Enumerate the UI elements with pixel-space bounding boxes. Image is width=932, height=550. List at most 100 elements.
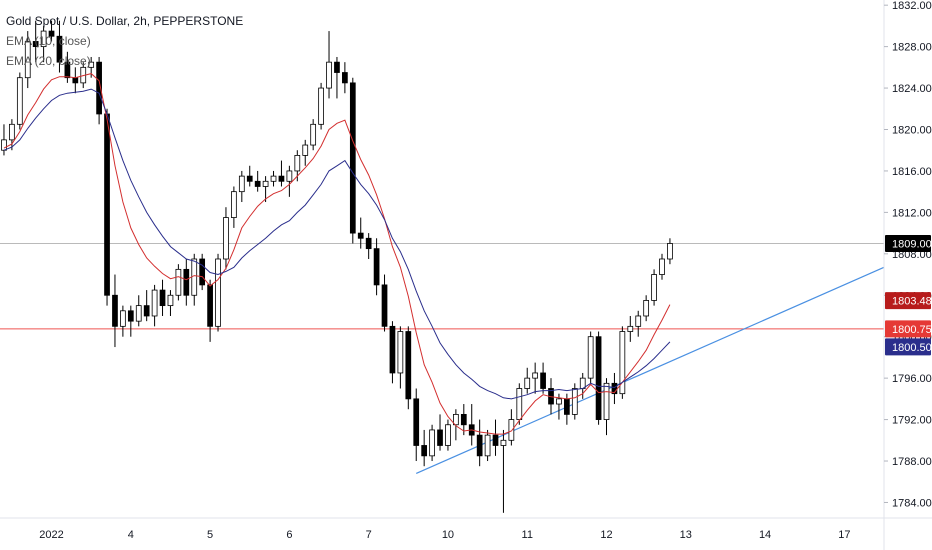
time-tick-label: 5 — [207, 529, 213, 541]
candle-body — [151, 289, 158, 317]
price-tag: 1800.50 — [885, 338, 932, 356]
price-tag-bg — [885, 292, 931, 310]
candle-body — [484, 434, 491, 457]
candle-body — [342, 72, 348, 84]
candle — [318, 82, 324, 130]
legend-title[interactable]: Gold Spot / U.S. Dollar, 2h, PEPPERSTONE — [6, 14, 244, 28]
candle-body — [294, 154, 301, 172]
candle-body — [40, 30, 47, 48]
time-tick-label: 12 — [600, 529, 612, 541]
candle-body — [270, 175, 277, 182]
candle-body — [56, 35, 63, 63]
candle-body — [405, 331, 412, 400]
candle-body — [389, 325, 396, 374]
time-tick-label: 13 — [680, 529, 692, 541]
candle — [365, 233, 372, 259]
candle — [310, 119, 317, 151]
candle — [492, 419, 499, 456]
candle — [437, 414, 443, 451]
candle-body — [437, 429, 443, 446]
candle — [484, 429, 491, 462]
candle-body — [231, 191, 237, 218]
candle-body — [199, 258, 206, 286]
candle-body — [564, 398, 570, 415]
candle — [32, 20, 39, 63]
candle-body — [508, 419, 515, 441]
candle — [215, 253, 221, 332]
price-tick-label: 1792.00 — [892, 415, 932, 427]
candle — [524, 367, 531, 394]
legend-ema-20[interactable]: EMA (20, close) — [6, 54, 91, 68]
candle-body — [643, 300, 650, 317]
price-tag-bg — [885, 320, 931, 338]
candle-body — [223, 217, 229, 260]
price-axis[interactable]: 1784.001788.001792.001796.001800.001804.… — [884, 0, 932, 509]
candle — [167, 290, 174, 316]
time-axis[interactable]: 2022 4 5 6 7 10 11 12 13 14 17 — [39, 529, 850, 541]
candle-body — [16, 77, 23, 125]
candle-body — [349, 82, 356, 234]
price-tick-label: 1784.00 — [892, 497, 932, 509]
time-tick-label: 10 — [442, 529, 454, 541]
price-tick-label: 1824.00 — [892, 83, 932, 95]
candle-body — [381, 284, 388, 327]
candle-body — [215, 258, 221, 327]
candle — [104, 108, 110, 306]
candle-body — [310, 123, 317, 146]
candle — [135, 295, 142, 327]
price-tag: 1809.00 — [885, 234, 932, 252]
candle — [334, 56, 340, 99]
candle-body — [24, 41, 31, 79]
horizontal-levels — [0, 243, 884, 330]
candle — [199, 253, 206, 291]
price-tag-label: 1800.50 — [892, 342, 932, 354]
candle-body — [127, 310, 134, 322]
candle-body — [167, 294, 174, 307]
candle-body — [659, 258, 665, 275]
candle — [223, 207, 229, 270]
legend-ema-10[interactable]: EMA (10, close) — [6, 34, 91, 48]
candle-body — [9, 123, 15, 141]
candle-body — [524, 377, 531, 389]
candle — [651, 269, 657, 306]
candle — [254, 170, 261, 192]
candle-body — [627, 325, 634, 332]
price-tags: 1809.00 1803.48 1800.75 1800.50 — [885, 234, 932, 356]
candle — [1, 124, 7, 156]
candle — [246, 165, 253, 187]
candle-body — [413, 398, 420, 446]
price-tag: 1800.75 — [885, 320, 932, 338]
candle-body — [48, 30, 55, 37]
ema-10-line — [3, 73, 671, 435]
candle — [9, 119, 15, 151]
candle-body — [540, 372, 546, 389]
candle — [611, 372, 618, 405]
candle — [238, 170, 245, 203]
candle-body — [429, 429, 435, 457]
price-tick-label: 1796.00 — [892, 373, 932, 385]
candle-body — [104, 113, 110, 296]
candle-body — [476, 434, 483, 457]
candle-body — [278, 175, 285, 182]
candle — [349, 77, 356, 244]
candle — [302, 139, 309, 166]
candle — [405, 326, 412, 410]
price-tick-label: 1816.00 — [892, 166, 932, 178]
time-tick-label: 17 — [838, 529, 850, 541]
candle-body — [183, 268, 190, 296]
candle — [120, 305, 126, 337]
candle-body — [611, 382, 618, 395]
candle-body — [286, 170, 293, 182]
candle — [64, 51, 71, 83]
candle-body — [262, 180, 269, 187]
candle-body — [159, 289, 166, 307]
candle-body — [460, 413, 467, 426]
candle-body — [254, 180, 261, 187]
candle — [445, 419, 451, 451]
candle-body — [135, 305, 142, 322]
candle-body — [635, 315, 642, 327]
candle — [643, 295, 650, 322]
candle-body — [1, 139, 7, 151]
candle-body — [72, 77, 79, 84]
